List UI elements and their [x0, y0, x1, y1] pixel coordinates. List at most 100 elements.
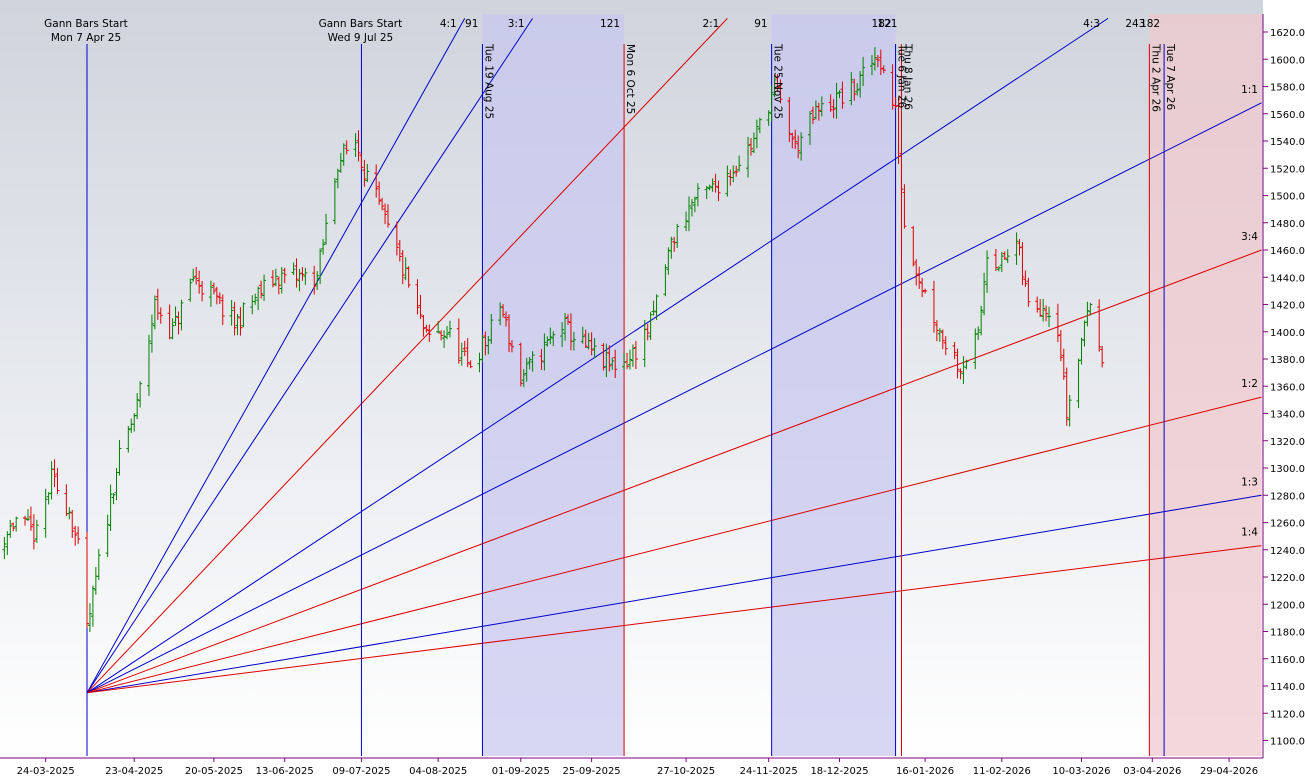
ohlc-bar — [341, 143, 346, 166]
gann-start-label: Gann Bars Start — [44, 18, 128, 30]
ohlc-bar — [1005, 249, 1010, 263]
ohlc-bar — [542, 333, 547, 371]
ohlc-bar — [920, 277, 925, 298]
ohlc-bar — [217, 292, 222, 305]
ohlc-bar — [527, 356, 532, 370]
ohlc-bar — [828, 94, 833, 112]
ohlc-bar — [772, 74, 777, 98]
ohlc-bar — [105, 514, 110, 557]
y-tick-label: 1400.0 — [1270, 328, 1305, 339]
ohlc-bar — [465, 338, 470, 368]
ohlc-bar — [521, 369, 526, 388]
y-tick-label: 1260.0 — [1270, 519, 1305, 530]
ohlc-bar — [952, 342, 957, 360]
y-tick-label: 1280.0 — [1270, 491, 1305, 502]
ohlc-bar — [872, 47, 877, 71]
x-tick-label: 03-04-2026 — [1123, 766, 1181, 777]
ohlc-bar — [663, 264, 668, 297]
ohlc-bar — [208, 280, 213, 307]
x-tick-label: 04-08-2025 — [409, 766, 467, 777]
ohlc-bar — [173, 306, 178, 327]
ohlc-bar — [917, 266, 922, 289]
ohlc-bar — [374, 164, 379, 198]
ohlc-bar — [985, 250, 990, 293]
ohlc-bar — [819, 96, 824, 117]
ohlc-bar — [194, 266, 199, 285]
ohlc-bar — [152, 295, 157, 330]
y-tick-label: 1420.0 — [1270, 301, 1305, 312]
time-marker-count: 121 — [600, 18, 620, 30]
time-marker-count: 182 — [1140, 18, 1160, 30]
ohlc-bar — [982, 272, 987, 316]
ohlc-bar — [90, 585, 95, 627]
ohlc-bar — [1058, 330, 1063, 362]
ohlc-bar — [135, 393, 140, 420]
ohlc-bar — [400, 250, 405, 285]
ohlc-bar — [456, 318, 461, 364]
ohlc-bar — [276, 276, 281, 295]
ohlc-bar — [406, 266, 411, 288]
y-tick-label: 1560.0 — [1270, 110, 1305, 121]
ohlc-bar — [855, 83, 860, 96]
ohlc-bar — [539, 348, 544, 370]
y-tick-label: 1620.0 — [1270, 28, 1305, 39]
ohlc-bar — [229, 300, 234, 326]
ohlc-bar — [914, 259, 919, 286]
ohlc-bar — [999, 251, 1004, 272]
gann-line-1-1 — [86, 102, 1262, 694]
ohlc-bar — [1100, 346, 1105, 368]
ohlc-bar — [1055, 303, 1060, 343]
ohlc-bar — [365, 163, 370, 182]
gann-label-4-1: 4:1 — [440, 18, 457, 30]
ohlc-bar — [23, 515, 28, 526]
ohlc-bar — [282, 267, 287, 284]
ohlc-bar — [902, 184, 907, 229]
ohlc-bar — [810, 106, 815, 124]
time-marker-date: Mon 6 Oct 25 — [624, 44, 636, 114]
ohlc-bar — [563, 313, 568, 341]
ohlc-bar — [1023, 270, 1028, 287]
ohlc-bar — [583, 329, 588, 349]
gann-start-label: Gann Bars Start — [319, 18, 403, 30]
ohlc-bar — [501, 304, 506, 318]
ohlc-bar — [754, 119, 759, 149]
ohlc-bar — [840, 81, 845, 109]
y-tick-label: 1500.0 — [1270, 192, 1305, 203]
ohlc-bar — [315, 271, 320, 290]
ohlc-bar — [713, 173, 718, 193]
ohlc-bar — [117, 439, 122, 476]
gann-label-3-4: 3:4 — [1241, 231, 1258, 243]
ohlc-bar — [852, 78, 857, 101]
time-marker-date: Thu 2 Apr 26 — [1149, 43, 1161, 112]
ohlc-bar — [560, 322, 565, 347]
ohlc-bar — [447, 320, 452, 338]
x-tick-label: 29-04-2026 — [1200, 766, 1258, 777]
ohlc-bar — [211, 282, 216, 295]
ohlc-bar — [52, 459, 57, 488]
time-zone-2 — [771, 14, 896, 756]
y-tick-label: 1460.0 — [1270, 246, 1305, 257]
ohlc-bar — [518, 342, 523, 387]
time-marker-count: 121 — [877, 18, 897, 30]
y-tick-label: 1220.0 — [1270, 573, 1305, 584]
ohlc-bar — [11, 522, 16, 532]
ohlc-bar — [380, 197, 385, 211]
gann-start-date: Mon 7 Apr 25 — [51, 32, 121, 44]
ohlc-bar — [273, 268, 278, 287]
ohlc-bar — [675, 223, 680, 248]
ohlc-bar — [235, 314, 240, 336]
ohlc-bar — [627, 349, 632, 370]
time-marker-count: 91 — [754, 18, 767, 30]
ohlc-bar — [707, 184, 712, 191]
time-marker-count: 182 — [872, 18, 892, 30]
gann-line-4-1 — [86, 18, 466, 694]
x-tick-label: 20-05-2025 — [185, 766, 243, 777]
x-tick-label: 10-03-2026 — [1052, 766, 1110, 777]
ohlc-bar — [831, 99, 836, 119]
ohlc-bar — [816, 102, 821, 121]
ohlc-bar — [834, 82, 839, 119]
ohlc-bar — [625, 352, 630, 370]
ohlc-bar — [232, 301, 237, 336]
ohlc-bar — [96, 548, 101, 580]
